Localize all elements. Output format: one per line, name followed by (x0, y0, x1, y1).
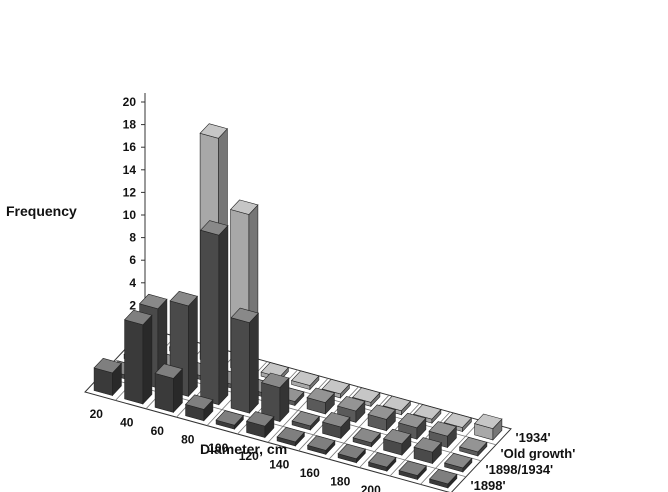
bar (367, 404, 396, 432)
bar (459, 436, 488, 457)
bar (444, 452, 473, 473)
series-label: '1934' (516, 430, 551, 445)
bar (429, 468, 458, 489)
bar (169, 290, 198, 398)
z-tick-label: 16 (123, 140, 137, 154)
bar (291, 370, 320, 391)
z-tick-label: 18 (123, 118, 137, 132)
bar (306, 387, 335, 415)
bar (276, 426, 305, 447)
x-tick-label: 160 (300, 466, 320, 480)
bar (322, 412, 351, 440)
series-label: '1898' (471, 478, 506, 492)
z-tick-label: 4 (129, 276, 136, 290)
bar (261, 372, 290, 423)
x-tick-label: 180 (330, 474, 350, 488)
z-tick-label: 14 (123, 163, 137, 177)
z-tick-label: 8 (129, 231, 136, 245)
bar-series (93, 123, 503, 489)
bar (246, 411, 275, 439)
x-tick-label: 120 (239, 449, 259, 463)
bar (185, 394, 214, 422)
series-label: '1898/1934' (486, 462, 554, 477)
z-tick-label: 20 (123, 95, 137, 109)
bar (352, 427, 381, 448)
bar (124, 309, 153, 405)
z-tick-label: 2 (129, 298, 136, 312)
x-tick-label: 20 (90, 407, 104, 421)
bar (337, 443, 366, 464)
bar (474, 413, 503, 441)
floor-gridline (420, 420, 481, 485)
bar (413, 437, 442, 465)
x-tick-label: 80 (181, 432, 195, 446)
bar (398, 460, 427, 481)
z-tick-label: 10 (123, 208, 137, 222)
x-tick-label: 40 (120, 416, 134, 430)
z-tick-label: 6 (129, 253, 136, 267)
series-labels: '1898''1898/1934''Old growth''1934' (471, 430, 576, 492)
bar (200, 220, 229, 406)
bar (368, 452, 397, 472)
bar (93, 357, 122, 397)
bar (398, 412, 427, 440)
x-axis-title: Diameter, cm (200, 441, 287, 457)
bar (291, 410, 320, 431)
bar (215, 410, 244, 430)
z-tick-label: 12 (123, 185, 137, 199)
x-tick-label: 200 (361, 483, 381, 492)
x-tick-label: 100 (208, 441, 228, 455)
bar (154, 363, 183, 414)
x-tick-label: 140 (269, 458, 289, 472)
bar (307, 435, 336, 456)
bar (230, 307, 259, 414)
x-tick-label: 60 (151, 424, 165, 438)
bar (383, 428, 412, 456)
x-tick-labels: 20406080100120140160180200220240 (90, 407, 412, 492)
series-label: 'Old growth' (501, 446, 576, 461)
z-axis-title: Frequency (6, 203, 77, 219)
z-axis: 02468101214161820 (123, 93, 146, 335)
